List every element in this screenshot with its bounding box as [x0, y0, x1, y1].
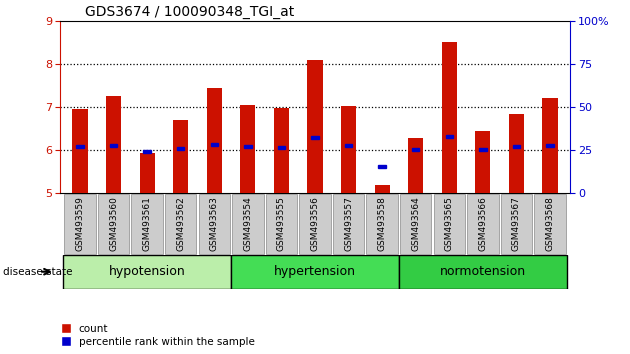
Bar	[110, 144, 117, 147]
Bar	[333, 194, 364, 254]
Bar	[299, 194, 331, 254]
Text: GSM493558: GSM493558	[377, 196, 387, 251]
Text: GSM493563: GSM493563	[210, 196, 219, 251]
Bar	[76, 145, 84, 148]
Legend: count, percentile rank within the sample: count, percentile rank within the sample	[62, 324, 255, 347]
Bar	[367, 194, 398, 254]
Bar	[509, 114, 524, 193]
Bar	[240, 105, 255, 193]
Text: GSM493559: GSM493559	[76, 196, 84, 251]
Text: GSM493564: GSM493564	[411, 196, 420, 251]
Bar	[467, 194, 498, 254]
Text: GSM493555: GSM493555	[277, 196, 286, 251]
Bar	[400, 194, 432, 254]
Text: GDS3674 / 100090348_TGI_at: GDS3674 / 100090348_TGI_at	[86, 5, 295, 19]
Bar	[98, 194, 129, 254]
Bar	[307, 60, 323, 193]
Text: hypotension: hypotension	[109, 265, 185, 278]
Text: GSM493557: GSM493557	[344, 196, 353, 251]
Bar	[433, 194, 465, 254]
Bar	[177, 147, 185, 150]
Text: GSM493556: GSM493556	[311, 196, 319, 251]
Bar	[546, 144, 554, 147]
Bar	[379, 165, 386, 168]
Bar	[445, 135, 453, 138]
Text: GSM493560: GSM493560	[109, 196, 118, 251]
Bar	[341, 106, 356, 193]
Bar	[106, 96, 121, 193]
Bar	[501, 194, 532, 254]
Bar	[231, 255, 399, 289]
Bar	[207, 88, 222, 193]
Bar	[542, 98, 558, 193]
Bar	[198, 194, 230, 254]
Bar	[63, 255, 231, 289]
Bar	[412, 148, 420, 151]
Bar	[232, 194, 263, 254]
Bar	[244, 145, 251, 148]
Text: GSM493554: GSM493554	[243, 196, 253, 251]
Text: GSM493568: GSM493568	[546, 196, 554, 251]
Text: normotension: normotension	[440, 265, 526, 278]
Text: GSM493561: GSM493561	[142, 196, 152, 251]
Bar	[534, 194, 566, 254]
Bar	[375, 185, 390, 193]
Text: disease state: disease state	[3, 267, 72, 277]
Text: hypertension: hypertension	[274, 265, 356, 278]
Bar	[399, 255, 567, 289]
Bar	[475, 131, 490, 193]
Bar	[132, 194, 163, 254]
Bar	[210, 143, 218, 146]
Bar	[72, 109, 88, 193]
Text: GSM493565: GSM493565	[445, 196, 454, 251]
Bar	[144, 150, 151, 153]
Bar	[311, 137, 319, 139]
Text: GSM493562: GSM493562	[176, 196, 185, 251]
Bar	[408, 138, 423, 193]
Text: GSM493567: GSM493567	[512, 196, 521, 251]
Bar	[64, 194, 96, 254]
Bar	[274, 108, 289, 193]
Bar	[165, 194, 197, 254]
Bar	[442, 42, 457, 193]
Bar	[266, 194, 297, 254]
Bar	[173, 120, 188, 193]
Bar	[345, 144, 352, 147]
Bar	[140, 153, 155, 193]
Bar	[278, 146, 285, 149]
Text: GSM493566: GSM493566	[478, 196, 488, 251]
Bar	[513, 145, 520, 148]
Bar	[479, 148, 486, 151]
